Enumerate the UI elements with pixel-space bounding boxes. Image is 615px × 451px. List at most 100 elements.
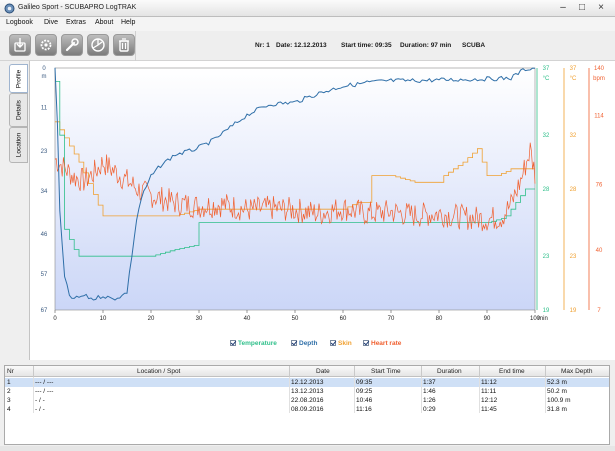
x-tick-label: 60	[340, 316, 347, 322]
cell-location: - / -	[35, 397, 45, 404]
depth-tick-label: 0	[42, 66, 46, 72]
legend-heart-rate[interactable]: Heart rate	[363, 340, 401, 347]
title-bar: Galileo Sport - SCUBAPRO LogTRAK – □ ×	[0, 0, 615, 17]
legend-skin-label: Skin	[338, 340, 352, 347]
tab-location[interactable]: Location	[9, 127, 28, 163]
cell-location: - / -	[35, 406, 45, 413]
tools-icon	[65, 38, 79, 52]
legend-temperature-checkbox[interactable]	[230, 340, 236, 346]
tab-profile-label: Profile	[15, 69, 22, 88]
close-button[interactable]: ×	[598, 2, 604, 13]
trash-icon	[119, 38, 129, 52]
column-header-date[interactable]: Date	[316, 368, 330, 375]
legend-heart-rate-label: Heart rate	[371, 340, 402, 347]
tab-profile[interactable]: Profile	[9, 64, 28, 93]
legend-skin-checkbox[interactable]	[330, 340, 336, 346]
cell-nr: 4	[7, 406, 11, 413]
column-header-start-time[interactable]: Start Time	[371, 368, 401, 375]
cell-location: --- / ---	[35, 388, 54, 395]
x-tick-label: 100	[530, 316, 541, 322]
settings-icon	[40, 39, 52, 51]
delete-button[interactable]	[113, 34, 135, 56]
skin-axis-unit: °C	[570, 76, 577, 82]
gauge-button[interactable]	[87, 34, 109, 56]
temperature-tick-label: 28	[543, 187, 550, 193]
table-row[interactable]: 4 - / - 08.09.2016 11:16 0:29 11:45 31.8…	[5, 405, 609, 414]
legend-temperature[interactable]: Temperature	[230, 340, 277, 347]
heart-rate-tick-label: 7	[597, 308, 601, 314]
column-separator	[354, 366, 355, 377]
table-header: Nr Location / Spot Date Start Time Durat…	[5, 366, 609, 377]
menu-bar: Logbook Dive Extras About Help	[0, 17, 615, 31]
tab-location-label: Location	[15, 132, 22, 158]
status-strip	[0, 446, 615, 451]
column-header-end-time[interactable]: End time	[499, 368, 525, 375]
table-row[interactable]: 1 --- / --- 12.12.2013 09:35 1:37 11:12 …	[5, 378, 609, 387]
maximize-button[interactable]: □	[578, 2, 586, 13]
legend-depth-label: Depth	[299, 340, 318, 347]
cell-nr: 3	[7, 397, 11, 404]
table-row[interactable]: 2 --- / --- 13.12.2013 09:25 1:46 11:11 …	[5, 387, 609, 396]
tools-button[interactable]	[61, 34, 83, 56]
tab-details-label: Details	[15, 100, 22, 120]
legend-heart-rate-checkbox[interactable]	[363, 340, 369, 346]
skin-tick-label: 32	[570, 133, 577, 139]
cell-end-time: 11:11	[481, 388, 497, 395]
dive-duration: Duration: 97 min	[400, 42, 452, 49]
column-header-duration[interactable]: Duration	[437, 368, 462, 375]
temperature-tick-label: 37	[543, 66, 550, 72]
x-tick-label: 90	[484, 316, 491, 322]
minimize-button[interactable]: –	[560, 2, 566, 13]
legend-depth-checkbox[interactable]	[291, 340, 297, 346]
cell-duration: 0:29	[423, 406, 436, 413]
legend-skin[interactable]: Skin	[330, 340, 352, 347]
x-axis-unit: min	[538, 316, 548, 322]
x-tick-label: 40	[244, 316, 251, 322]
menu-dive[interactable]: Dive	[44, 19, 59, 26]
dive-start-time: Start time: 09:35	[341, 42, 392, 49]
cell-end-time: 12:12	[481, 397, 498, 404]
cell-start-time: 10:46	[356, 397, 373, 404]
menu-extras[interactable]: Extras	[66, 19, 86, 26]
cell-nr: 2	[7, 388, 11, 395]
column-header-location[interactable]: Location / Spot	[137, 368, 181, 375]
column-separator	[479, 366, 480, 377]
heart-rate-tick-label: 40	[596, 248, 603, 254]
cell-max-depth: 100.9 m	[547, 397, 571, 404]
menu-logbook[interactable]: Logbook	[6, 19, 33, 26]
dive-number: Nr: 1	[255, 42, 270, 49]
x-tick-label: 50	[292, 316, 299, 322]
menu-about[interactable]: About	[95, 19, 114, 26]
column-header-nr[interactable]: Nr	[7, 368, 14, 375]
cell-max-depth: 50.2 m	[547, 388, 567, 395]
depth-axis-unit: m	[42, 74, 47, 80]
column-grid-line	[421, 377, 422, 413]
menu-help[interactable]: Help	[121, 19, 136, 26]
cell-end-time: 11:45	[481, 406, 497, 413]
temperature-tick-label: 23	[543, 254, 550, 260]
window-title: Galileo Sport - SCUBAPRO LogTRAK	[18, 4, 137, 11]
skin-tick-label: 37	[570, 66, 577, 72]
depth-tick-label: 23	[41, 149, 48, 155]
heart-rate-axis-unit: bpm	[593, 76, 605, 82]
column-header-max-depth[interactable]: Max Depth	[561, 368, 593, 375]
settings-button[interactable]	[35, 34, 57, 56]
cell-max-depth: 52.3 m	[547, 379, 567, 386]
column-grid-line	[545, 377, 546, 413]
skin-tick-label: 28	[570, 187, 577, 193]
depth-tick-label: 11	[41, 106, 48, 112]
cell-date: 22.08.2016	[291, 397, 324, 404]
dive-list-table: Nr Location / Spot Date Start Time Durat…	[4, 365, 610, 445]
table-row[interactable]: 3 - / - 22.08.2016 10:46 1:26 12:12 100.…	[5, 396, 609, 405]
cell-end-time: 11:12	[481, 379, 497, 386]
x-tick-label: 80	[436, 316, 443, 322]
column-separator	[33, 366, 34, 377]
tab-details[interactable]: Details	[9, 93, 28, 127]
download-button[interactable]	[9, 34, 31, 56]
cell-date: 13.12.2013	[291, 388, 324, 395]
legend-depth[interactable]: Depth	[291, 340, 317, 347]
cell-max-depth: 31.8 m	[547, 406, 567, 413]
x-tick-label: 30	[196, 316, 203, 322]
column-separator	[289, 366, 290, 377]
